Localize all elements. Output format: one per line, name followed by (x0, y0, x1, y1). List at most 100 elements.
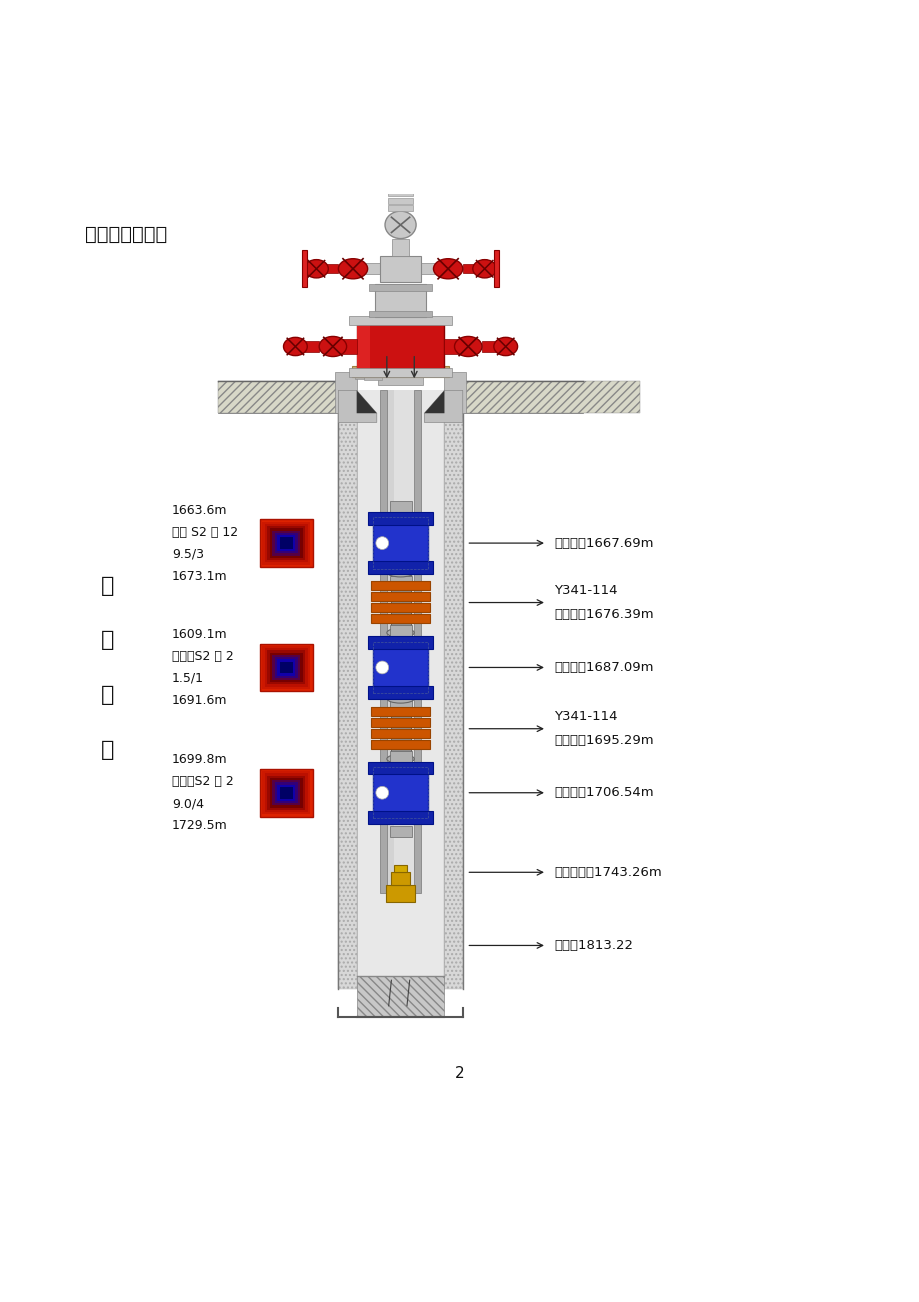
Bar (391, 240, 408, 256)
Text: 配水器：1687.09m: 配水器：1687.09m (553, 661, 653, 674)
Bar (369, 284, 431, 290)
Bar (444, 340, 460, 354)
Bar (279, 786, 292, 798)
Bar (389, 501, 411, 512)
Text: 沙面：1813.22: 沙面：1813.22 (553, 939, 632, 952)
Text: 层: 层 (101, 685, 115, 706)
Bar (371, 729, 429, 738)
Bar (340, 340, 357, 354)
Bar (373, 642, 427, 693)
Bar (277, 785, 295, 801)
Bar (378, 376, 423, 385)
Bar (269, 529, 302, 557)
Ellipse shape (385, 161, 414, 186)
Bar (265, 523, 308, 562)
Text: 层位：S2 下 2: 层位：S2 下 2 (172, 650, 233, 663)
Bar (301, 250, 307, 286)
Bar (390, 694, 410, 763)
Bar (494, 250, 499, 286)
Bar (362, 263, 380, 275)
Bar (302, 341, 319, 352)
Bar (272, 780, 300, 806)
Bar (275, 658, 298, 678)
Ellipse shape (386, 754, 414, 763)
Bar (265, 648, 308, 686)
Bar (386, 370, 414, 376)
Text: 1699.8m: 1699.8m (172, 754, 227, 767)
Polygon shape (424, 391, 462, 422)
Text: 1691.6m: 1691.6m (172, 694, 227, 707)
Bar (414, 391, 420, 893)
Bar (277, 535, 295, 551)
Bar (391, 555, 408, 568)
Bar (373, 642, 427, 693)
Text: 层位 S2 下 12: 层位 S2 下 12 (172, 526, 238, 539)
Bar (387, 206, 413, 211)
Bar (391, 637, 408, 650)
Bar (420, 263, 438, 275)
Bar (391, 681, 408, 694)
Text: 配水器：1706.54m: 配水器：1706.54m (553, 786, 653, 799)
Text: Y341-114: Y341-114 (553, 711, 617, 724)
Bar (387, 190, 413, 195)
Bar (357, 320, 444, 372)
Bar (389, 575, 411, 587)
Ellipse shape (384, 211, 415, 238)
Text: 封隔器：1695.29m: 封隔器：1695.29m (553, 734, 653, 747)
Bar (275, 533, 298, 553)
Bar (371, 717, 429, 727)
Bar (373, 517, 427, 569)
Bar (355, 376, 364, 379)
Bar (349, 316, 451, 324)
Text: 1.5/1: 1.5/1 (172, 672, 204, 685)
Text: 9.5/3: 9.5/3 (172, 548, 204, 561)
Bar (368, 811, 433, 824)
Bar (275, 783, 298, 803)
Bar (393, 150, 406, 161)
Bar (389, 825, 411, 837)
Bar (380, 391, 386, 893)
Text: 球座筛堵：1743.26m: 球座筛堵：1743.26m (553, 866, 661, 879)
Text: 层位：S2 下 2: 层位：S2 下 2 (172, 775, 233, 788)
Bar (373, 767, 427, 819)
Ellipse shape (454, 336, 482, 357)
Text: 封隔器：1676.39m: 封隔器：1676.39m (553, 608, 653, 621)
Text: 1609.1m: 1609.1m (172, 628, 227, 641)
Bar (375, 284, 425, 318)
Bar (269, 779, 302, 807)
Bar (259, 519, 312, 566)
Bar (262, 771, 310, 814)
Bar (259, 643, 312, 691)
Polygon shape (338, 391, 377, 422)
Bar (380, 256, 420, 281)
Text: 段: 段 (101, 741, 115, 760)
Text: 2: 2 (455, 1066, 464, 1081)
Bar (335, 372, 357, 413)
Bar (371, 613, 429, 622)
Bar (371, 603, 429, 612)
Bar (373, 767, 427, 819)
Bar (369, 311, 431, 318)
Bar (371, 591, 429, 600)
Text: 五、注水管柱图: 五、注水管柱图 (85, 225, 167, 245)
Polygon shape (357, 391, 377, 413)
Bar (386, 391, 414, 893)
Bar (385, 885, 414, 901)
Bar (279, 538, 292, 549)
Bar (259, 519, 312, 566)
Bar (267, 776, 305, 810)
Bar (338, 391, 357, 990)
Bar (387, 198, 413, 203)
Bar (279, 661, 292, 673)
Bar (390, 568, 410, 637)
Bar (462, 264, 477, 273)
Ellipse shape (283, 337, 307, 355)
Bar (457, 381, 640, 413)
Bar (368, 561, 433, 574)
Bar (357, 391, 444, 990)
Bar (391, 872, 409, 885)
Text: 注: 注 (101, 575, 115, 595)
Ellipse shape (319, 336, 346, 357)
Circle shape (376, 786, 388, 799)
Bar (371, 581, 429, 590)
